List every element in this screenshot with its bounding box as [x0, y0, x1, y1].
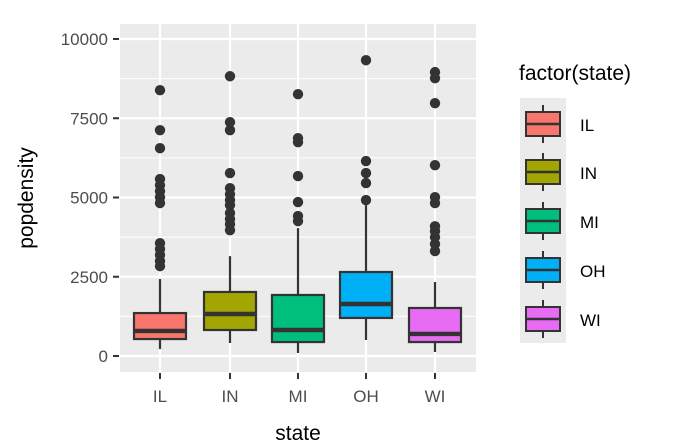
legend-label: IL — [580, 116, 594, 135]
y-tick-label: 0 — [99, 347, 108, 366]
outlier-point — [154, 260, 166, 272]
outlier-point — [224, 124, 236, 136]
outlier-point — [224, 199, 236, 211]
legend-label: IN — [580, 164, 597, 183]
boxes-layer — [132, 55, 463, 353]
y-tick-label: 10000 — [61, 30, 108, 49]
box-il — [132, 84, 188, 350]
outlier-point — [360, 55, 372, 66]
legend-key-in: IN — [525, 153, 597, 191]
outlier-point — [292, 215, 304, 227]
box-body — [407, 306, 463, 344]
outlier-point — [360, 167, 372, 179]
outlier-point — [429, 197, 441, 209]
y-tick-label: 7500 — [70, 109, 108, 128]
outlier-point — [429, 97, 441, 109]
legend: factor(state) IL IN MI OH WI — [519, 62, 631, 343]
outlier-point — [292, 196, 304, 208]
y-tick-label: 2500 — [70, 268, 108, 287]
x-tick-label: MI — [289, 387, 308, 406]
x-axis-title: state — [275, 422, 321, 445]
outlier-point — [292, 170, 304, 182]
box-body — [338, 270, 394, 320]
outlier-point — [224, 71, 236, 82]
legend-label: OH — [580, 262, 606, 281]
legend-key-il: IL — [525, 105, 594, 143]
outlier-point — [154, 197, 166, 209]
y-axis: 0 2500 5000 7500 10000 — [61, 30, 119, 366]
box-mi — [270, 88, 326, 353]
box-body — [270, 293, 326, 344]
outlier-point — [429, 72, 441, 84]
legend-label: MI — [580, 213, 599, 232]
box-wi — [407, 66, 463, 353]
legend-key-wi: WI — [525, 300, 601, 338]
box-oh — [338, 55, 394, 340]
x-tick-label: IN — [222, 387, 239, 406]
outlier-point — [360, 177, 372, 189]
legend-label: WI — [580, 311, 601, 330]
outlier-point — [292, 88, 304, 100]
outlier-point — [224, 224, 236, 236]
outlier-point — [224, 167, 236, 179]
outlier-point — [360, 194, 372, 206]
y-tick-label: 5000 — [70, 189, 108, 208]
outlier-point — [429, 159, 441, 171]
x-tick-label: WI — [425, 387, 446, 406]
outlier-point — [224, 117, 236, 128]
box-body — [202, 290, 258, 332]
x-tick-label: IL — [153, 387, 167, 406]
box-body — [132, 311, 188, 341]
legend-key-mi: MI — [525, 202, 599, 240]
outlier-point — [154, 84, 166, 96]
legend-key-oh: OH — [525, 251, 606, 289]
outlier-point — [429, 245, 441, 257]
box-in — [202, 71, 258, 344]
x-tick-label: OH — [353, 387, 379, 406]
outlier-point — [154, 124, 166, 136]
outlier-point — [292, 136, 304, 148]
legend-title: factor(state) — [519, 62, 631, 85]
outlier-point — [154, 143, 166, 154]
x-axis: IL IN MI OH WI — [153, 373, 445, 406]
outlier-point — [360, 155, 372, 167]
y-axis-title: popdensity — [15, 147, 38, 249]
